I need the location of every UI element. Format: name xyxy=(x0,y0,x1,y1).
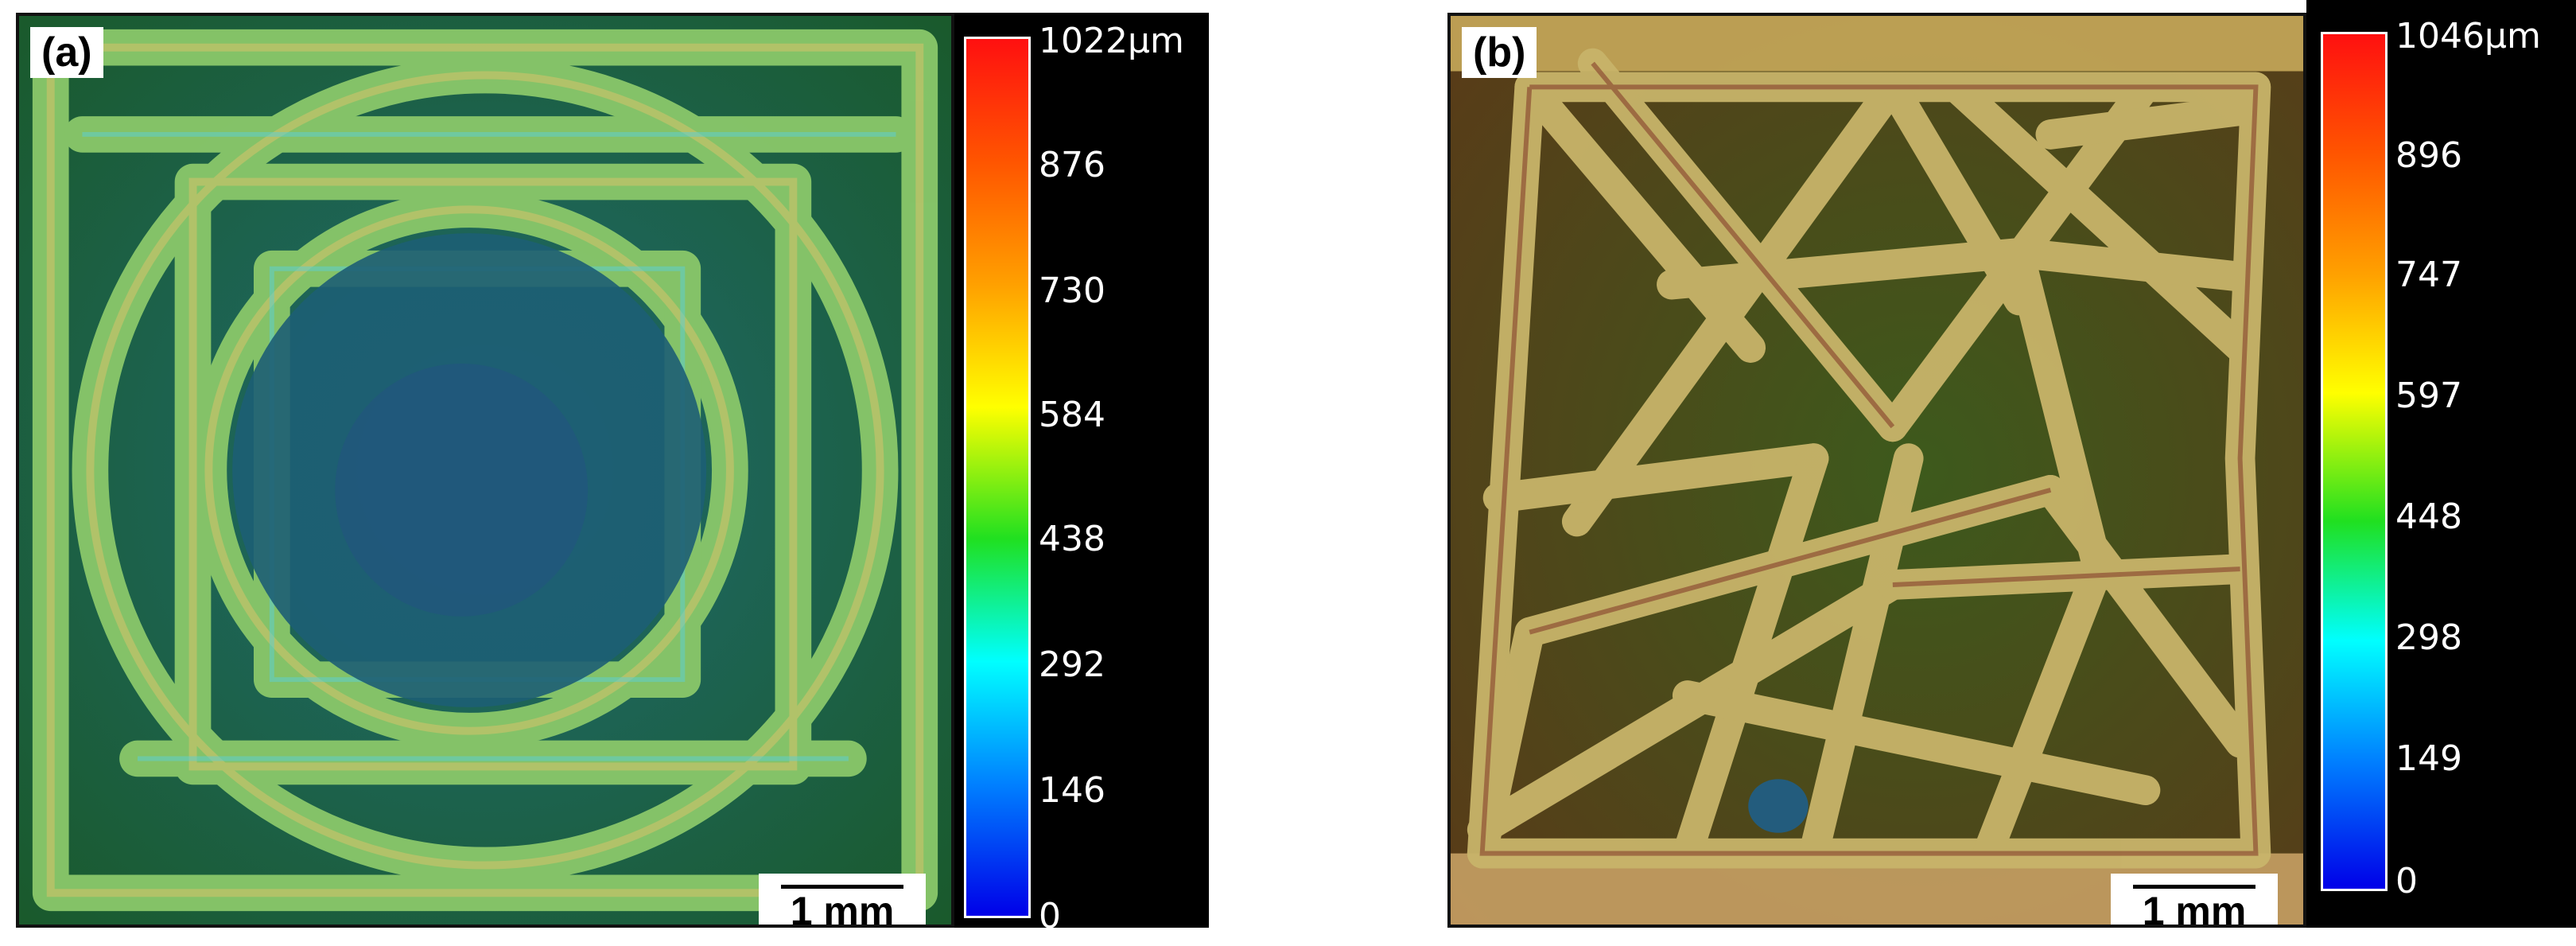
colorbar-tick-b-7: 0 xyxy=(2395,861,2418,901)
colorbar-tick-a-5: 292 xyxy=(1039,644,1105,685)
scale-bar-label-a: 1 mm xyxy=(790,889,895,928)
colorbar-tick-a-2: 730 xyxy=(1039,271,1105,311)
scaffold-pattern-b xyxy=(1451,16,2303,925)
colorbar-tick-a-1: 876 xyxy=(1039,145,1105,185)
panel-a: (a) 1 mm 1022µm 876 730 584 438 292 146 … xyxy=(0,0,1241,946)
panel-b: (b) 1 mm 1046µm 896 747 597 448 298 149 … xyxy=(1447,0,2576,946)
scale-bar-a: 1 mm xyxy=(759,874,926,928)
colorbar-b: 1046µm 896 747 597 448 298 149 0 xyxy=(2306,0,2576,928)
colorbar-tick-a-6: 146 xyxy=(1039,770,1105,811)
colorbar-tick-b-2: 747 xyxy=(2395,255,2462,295)
colorbar-tick-b-6: 149 xyxy=(2395,738,2462,779)
scaffold-pattern-a xyxy=(19,16,951,925)
scale-bar-line-b xyxy=(2133,885,2255,889)
colorbar-tick-a-0: 1022µm xyxy=(1039,21,1184,61)
colorbar-tick-b-1: 896 xyxy=(2395,135,2462,176)
colorbar-tick-b-5: 298 xyxy=(2395,617,2462,658)
scale-bar-line-a xyxy=(781,885,903,889)
colorbar-tick-b-4: 448 xyxy=(2395,496,2462,537)
scale-bar-label-b: 1 mm xyxy=(2142,889,2247,928)
colorbar-gradient-a xyxy=(964,37,1031,918)
colorbar-tick-b-3: 597 xyxy=(2395,376,2462,416)
colorbar-tick-a-3: 584 xyxy=(1039,395,1105,435)
height-map-image-b: (b) 1 mm xyxy=(1447,13,2306,928)
colorbar-a: 1022µm 876 730 584 438 292 146 0 xyxy=(954,13,1209,934)
colorbar-tick-b-0: 1046µm xyxy=(2395,16,2541,56)
colorbar-tick-a-4: 438 xyxy=(1039,519,1105,559)
panel-label-a: (a) xyxy=(30,27,103,78)
height-map-image-a: (a) 1 mm xyxy=(16,13,954,928)
panel-label-b: (b) xyxy=(1462,27,1537,78)
colorbar-gradient-b xyxy=(2321,32,2388,891)
colorbar-tick-a-7: 0 xyxy=(1039,896,1061,936)
scale-bar-b: 1 mm xyxy=(2111,874,2278,928)
